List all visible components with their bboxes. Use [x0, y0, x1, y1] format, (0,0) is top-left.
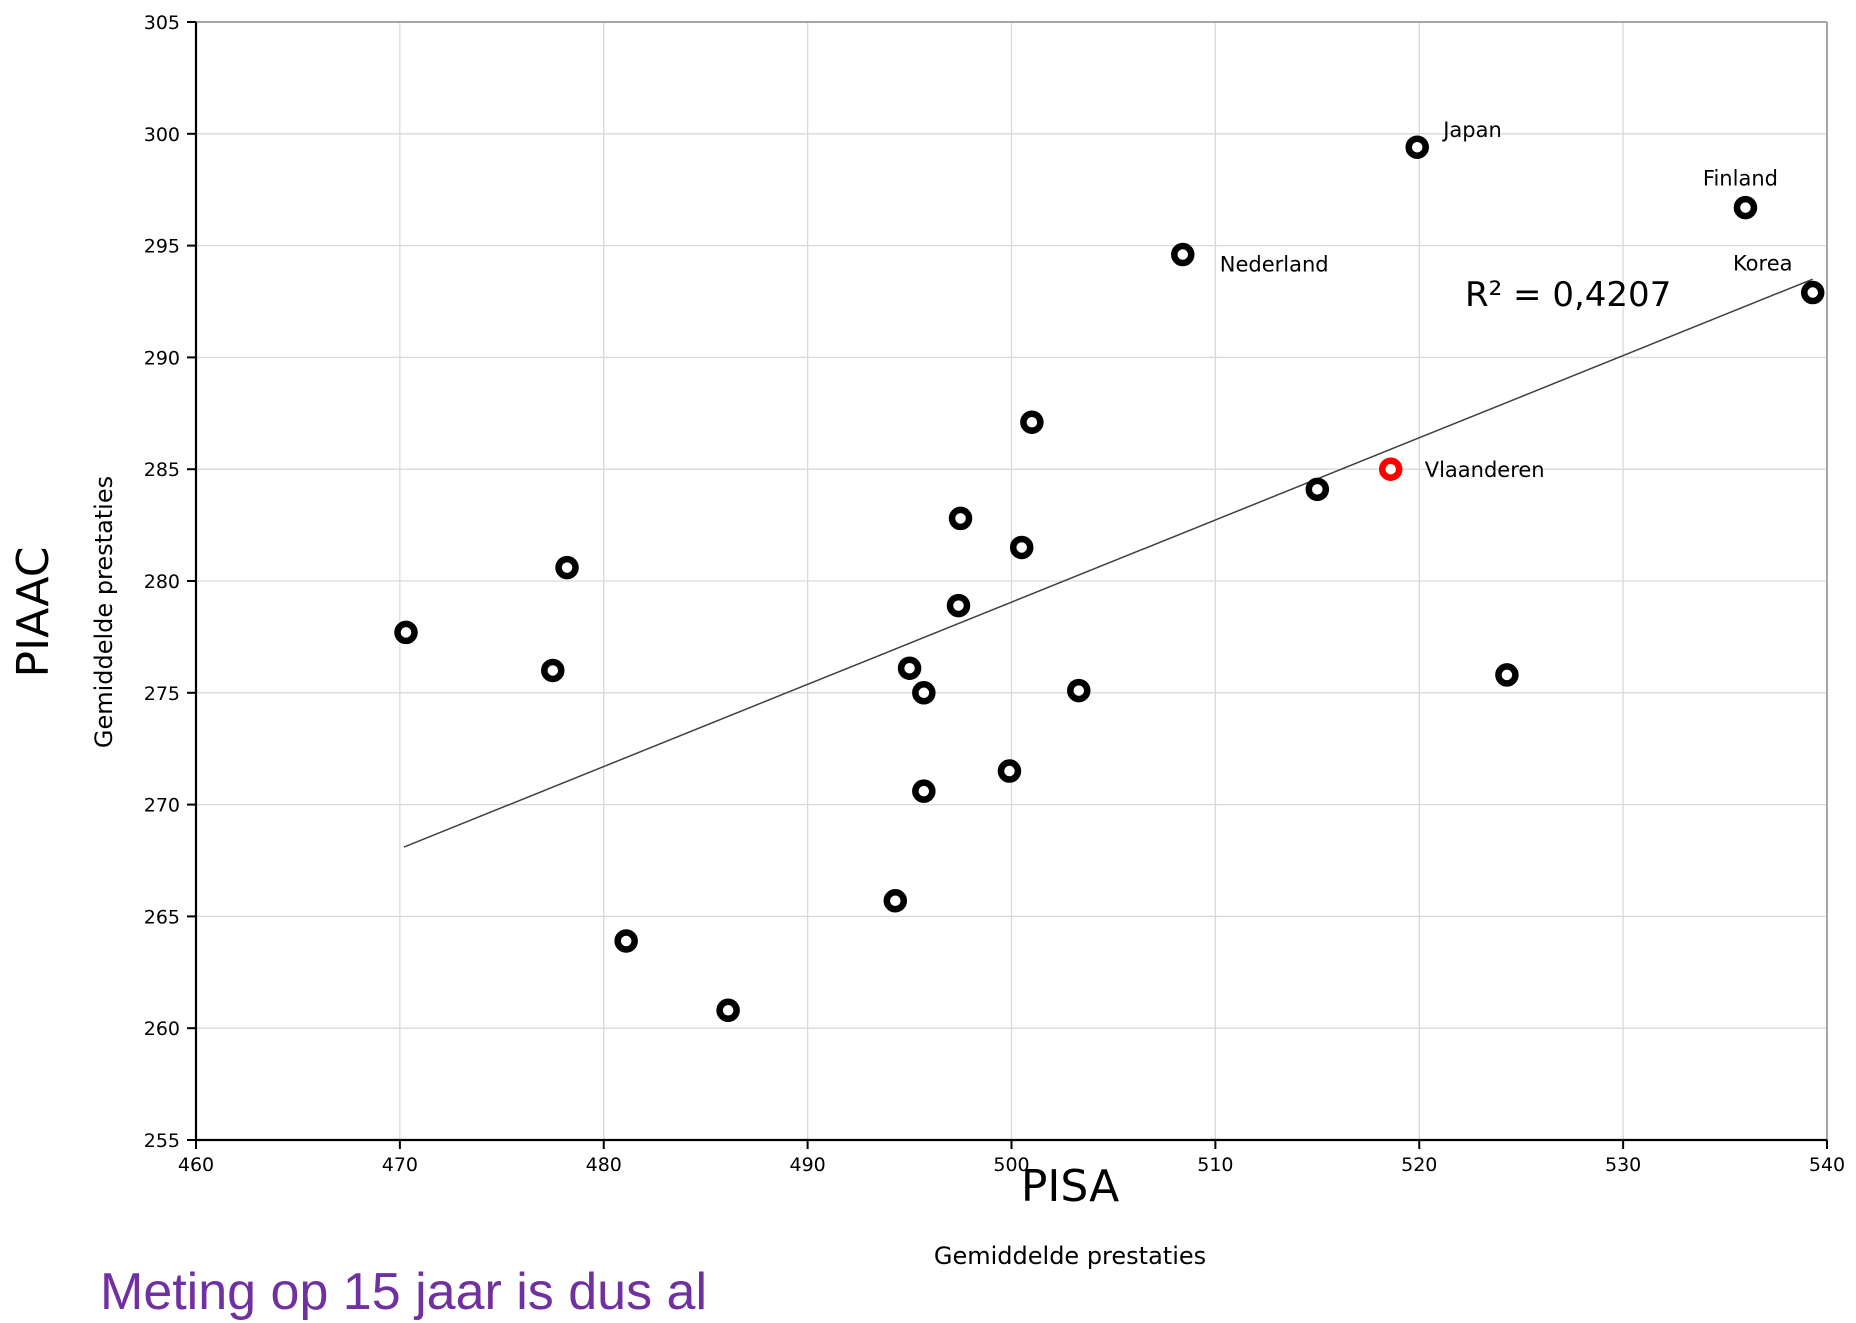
data-point [1067, 678, 1091, 703]
y-tick-label: 275 [144, 683, 180, 705]
data-point [883, 888, 908, 913]
data-point [1171, 242, 1195, 267]
y-tick-label: 295 [144, 236, 180, 258]
r-squared-annotation: R² = 0,4207 [1465, 275, 1671, 315]
x-axis-subtitle: Gemiddelde prestaties [934, 1242, 1206, 1270]
trendline [403, 278, 1814, 848]
data-point [912, 681, 936, 705]
axis-layer [187, 21, 1828, 1149]
y-tick-label: 255 [144, 1130, 180, 1152]
data-point [1733, 195, 1758, 220]
x-tick-label: 490 [789, 1154, 825, 1176]
data-point [555, 555, 579, 580]
data-point [946, 593, 971, 618]
y-tick-label: 270 [144, 795, 180, 817]
data-point [1405, 135, 1429, 159]
y-tick-label: 290 [144, 347, 180, 369]
point-labels: Japan Finland Nederland Korea Vlaanderen [1220, 118, 1793, 482]
data-point [1495, 663, 1519, 687]
x-tick-label: 540 [1809, 1154, 1845, 1176]
data-point [1305, 477, 1330, 502]
y-tick-label: 280 [144, 571, 180, 593]
y-tick-label: 260 [144, 1018, 180, 1040]
grid-layer [196, 21, 1828, 1140]
point-label: Japan [1441, 118, 1502, 142]
data-points [394, 135, 1825, 1023]
data-point [997, 759, 1022, 783]
slide-caption: Meting op 15 jaar is dus al [100, 1263, 708, 1321]
x-tick-label: 460 [178, 1154, 214, 1176]
y-tick-label: 265 [144, 906, 180, 928]
y-axis-title: PIAAC [8, 547, 59, 678]
data-point [394, 620, 418, 645]
x-tick-label: 520 [1401, 1154, 1437, 1176]
x-tick-label: 500 [993, 1154, 1029, 1176]
x-axis-title: PISA [1021, 1161, 1119, 1212]
data-point [912, 779, 936, 803]
data-point [541, 658, 565, 683]
data-point [716, 998, 740, 1023]
x-tick-label: 530 [1605, 1154, 1641, 1176]
x-tick-label: 510 [1197, 1154, 1233, 1176]
data-point [948, 506, 973, 531]
point-label: Korea [1733, 252, 1793, 276]
tick-labels: 460 470 480 490 500 510 520 530 540 255 260 265 270 2… [144, 12, 1845, 1176]
point-label: Finland [1703, 167, 1778, 191]
x-tick-label: 480 [586, 1154, 622, 1176]
trendline-layer [403, 278, 1814, 848]
data-point [1009, 535, 1034, 560]
y-axis-subtitle: Gemiddelde prestaties [90, 476, 118, 748]
data-point [1378, 457, 1403, 481]
point-label: Nederland [1220, 253, 1329, 277]
data-point [897, 656, 922, 680]
data-point [614, 929, 638, 953]
point-label: Vlaanderen [1425, 458, 1545, 482]
data-point [1800, 280, 1825, 305]
y-tick-label: 305 [144, 12, 180, 34]
y-tick-label: 300 [144, 124, 180, 146]
x-tick-label: 470 [382, 1154, 418, 1176]
data-point [1020, 410, 1044, 434]
y-tick-label: 285 [144, 459, 180, 481]
